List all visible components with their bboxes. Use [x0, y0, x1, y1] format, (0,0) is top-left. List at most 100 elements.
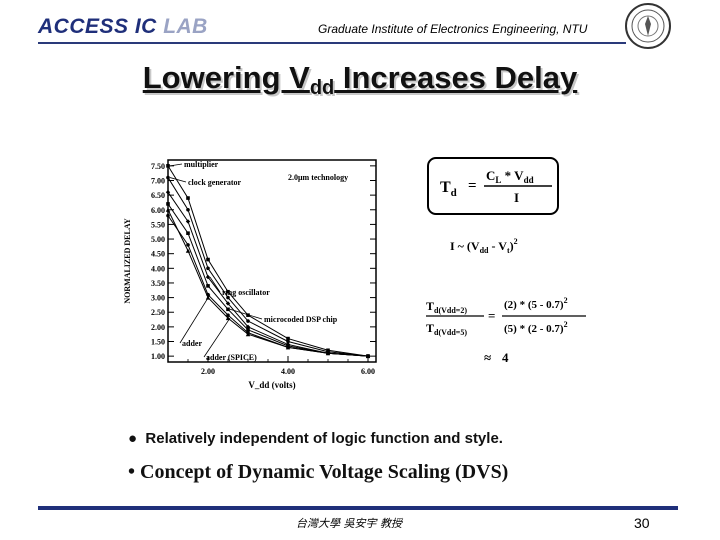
series-label: microcoded DSP chip [264, 315, 338, 324]
bullet-dvs: • Concept of Dynamic Voltage Scaling (DV… [128, 461, 508, 484]
y-tick-label: 6.50 [151, 191, 165, 200]
data-point [165, 207, 171, 212]
series-label: adder [182, 339, 202, 348]
series-label: ring oscillator [222, 288, 270, 297]
data-point [225, 301, 231, 306]
data-point [226, 307, 230, 312]
institute-name: Graduate Institute of Electronics Engine… [318, 22, 588, 36]
data-point [325, 351, 331, 356]
series-label: multiplier [184, 160, 219, 169]
title-part: Lowering V [142, 60, 310, 95]
series-line-4 [167, 215, 369, 357]
series-label-leader [179, 294, 211, 344]
formula-denominator: I [514, 190, 519, 205]
bullet-marker: • [128, 461, 136, 483]
data-point [165, 190, 171, 195]
y-tick-label: 5.00 [151, 235, 165, 244]
x-axis-label: V_dd (volts) [248, 380, 295, 390]
plot-frame [167, 159, 377, 363]
series-label: clock generator [188, 178, 242, 187]
y-tick-label: 1.50 [151, 338, 165, 347]
y-tick-label: 5.50 [151, 220, 165, 229]
x-tick-label: 2.00 [201, 367, 215, 376]
page-number: 30 [634, 515, 650, 531]
data-point [186, 207, 190, 212]
ratio-rhs-numerator: (2) * (5 - 0.7)2 [504, 296, 568, 311]
series-line-1 [167, 177, 369, 357]
title-part: Increases Delay [334, 60, 578, 95]
series-label-leader [229, 308, 263, 320]
data-point [206, 266, 210, 271]
data-point [226, 295, 230, 300]
lab-logo-text: ACCESS IC LAB [38, 15, 208, 39]
series-label-leader [209, 276, 221, 293]
data-point [166, 213, 170, 218]
y-axis-label: NORMALIZED DELAY [123, 218, 132, 303]
data-point [226, 289, 230, 294]
current-relation: I ~ (Vdd - Vt)2 [450, 237, 518, 255]
data-point [246, 319, 250, 323]
ratio-denominator-label: Td(Vdd=5) [426, 321, 467, 337]
bullet-marker: ● [128, 430, 138, 447]
y-tick-label: 3.50 [151, 279, 165, 288]
td-equals: = [468, 178, 477, 194]
footer-author: 台灣大學 吳安宇 教授 [296, 517, 402, 530]
delay-formula-panel: Td = CL * Vdd I I ~ (Vdd - Vt)2 Td(Vdd=2… [426, 157, 586, 365]
data-point [226, 313, 230, 317]
formula-numerator: CL * Vdd [486, 168, 534, 185]
td-label: Td [440, 179, 457, 199]
university-seal-icon [625, 3, 671, 49]
lab-name-faded: LAB [163, 15, 208, 38]
y-tick-label: 4.50 [151, 250, 165, 259]
data-point [206, 257, 210, 262]
lab-name: ACCESS IC [38, 15, 164, 38]
ratio-rhs-denominator: (5) * (2 - 0.7)2 [504, 320, 568, 335]
y-tick-label: 7.50 [151, 162, 165, 171]
data-point [365, 353, 371, 359]
y-tick-label: 1.00 [151, 352, 165, 361]
data-point [166, 202, 170, 206]
footer-divider [38, 506, 678, 510]
y-tick-label: 6.00 [151, 206, 165, 215]
series-label-leader [169, 177, 187, 183]
chart-annotation: 2.0μm technology [288, 173, 348, 182]
page-title: Lowering Vdd Increases Delay [0, 60, 720, 100]
header-divider [38, 42, 626, 44]
series-label-leader [203, 317, 231, 358]
bullet-text: Concept of Dynamic Voltage Scaling (DVS) [140, 461, 509, 483]
bullet-text: Relatively independent of logic function… [145, 430, 503, 447]
data-point [166, 175, 170, 180]
y-tick-label: 2.50 [151, 308, 165, 317]
data-point [185, 219, 191, 224]
data-point [166, 164, 170, 168]
data-point [245, 331, 251, 337]
y-tick-label: 3.00 [151, 294, 165, 303]
data-point [286, 339, 290, 344]
series-line-0 [167, 165, 369, 357]
x-tick-label: 6.00 [361, 367, 375, 376]
y-tick-label: 4.00 [151, 264, 165, 273]
series-line-5 [167, 209, 369, 357]
data-point [186, 243, 190, 247]
ratio-equals: = [488, 308, 495, 323]
y-tick-label: 2.00 [151, 323, 165, 332]
data-point [186, 196, 190, 200]
bullet-independence: ● Relatively independent of logic functi… [128, 430, 503, 447]
approx-sign: ≈ [484, 350, 491, 365]
data-point [246, 327, 250, 332]
title-subscript: dd [309, 77, 335, 99]
ratio-numerator-label: Td(Vdd=2) [426, 299, 467, 315]
ratio-result: 4 [502, 350, 509, 365]
series-label-leader [169, 163, 183, 167]
series-line-3 [167, 203, 369, 357]
data-point [286, 336, 290, 341]
data-point [206, 284, 210, 288]
data-point [186, 231, 190, 235]
data-point [245, 324, 251, 330]
data-point [285, 345, 291, 350]
x-tick-label: 4.00 [281, 367, 295, 376]
y-tick-label: 7.00 [151, 176, 165, 185]
data-point [185, 248, 191, 253]
series-label: adder (SPICE) [206, 353, 257, 362]
delay-vs-vdd-chart: 1.00 1.50 2.00 2.50 3.00 3.50 4.00 4.50 5.00 5.50… [123, 159, 377, 390]
